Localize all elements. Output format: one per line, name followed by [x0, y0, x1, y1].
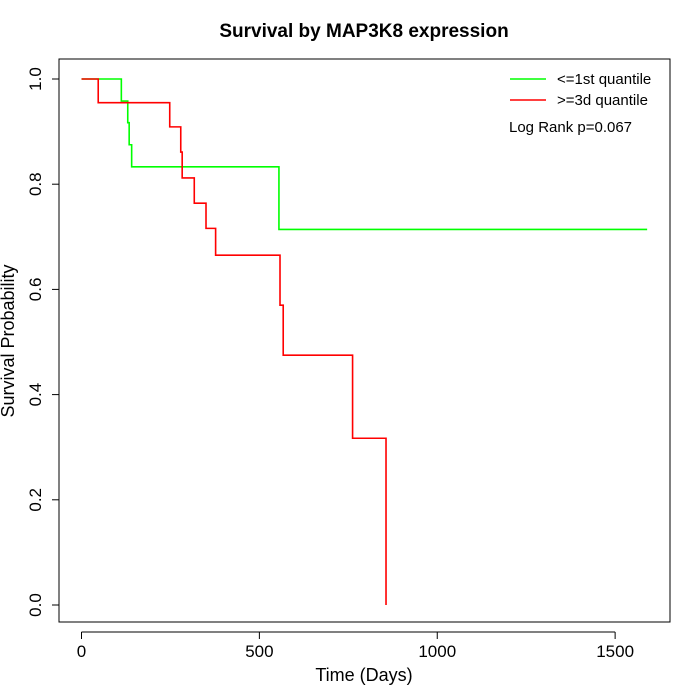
survival-curve-low: [81, 78, 648, 231]
y-tick-label: 0.8: [26, 172, 45, 196]
legend: <=1st quantile >=3d quantile: [510, 71, 651, 109]
y-tick-label: 0.6: [26, 278, 45, 302]
survival-curve-high: [81, 78, 387, 605]
y-axis-label: Survival Probability: [0, 264, 18, 417]
y-tick-label: 1.0: [26, 67, 45, 91]
x-tick-label: 1500: [596, 642, 634, 661]
chart-title: Survival by MAP3K8 expression: [219, 21, 508, 42]
y-tick-label: 0.0: [26, 593, 45, 617]
x-axis-label: Time (Days): [315, 665, 412, 685]
plot-frame: [58, 58, 671, 623]
log-rank-annotation: Log Rank p=0.067: [509, 119, 632, 136]
x-tick-label: 500: [245, 642, 273, 661]
legend-label-high: >=3d quantile: [557, 92, 648, 109]
x-tick-label: 0: [77, 642, 86, 661]
x-axis: 0 500 1000 1500: [77, 631, 634, 661]
series-layer: [81, 78, 648, 605]
y-axis: 0.0 0.2 0.4 0.6 0.8 1.0: [26, 67, 60, 617]
y-tick-label: 0.4: [26, 383, 45, 407]
x-tick-label: 1000: [418, 642, 456, 661]
y-tick-label: 0.2: [26, 488, 45, 512]
legend-label-low: <=1st quantile: [557, 71, 651, 88]
